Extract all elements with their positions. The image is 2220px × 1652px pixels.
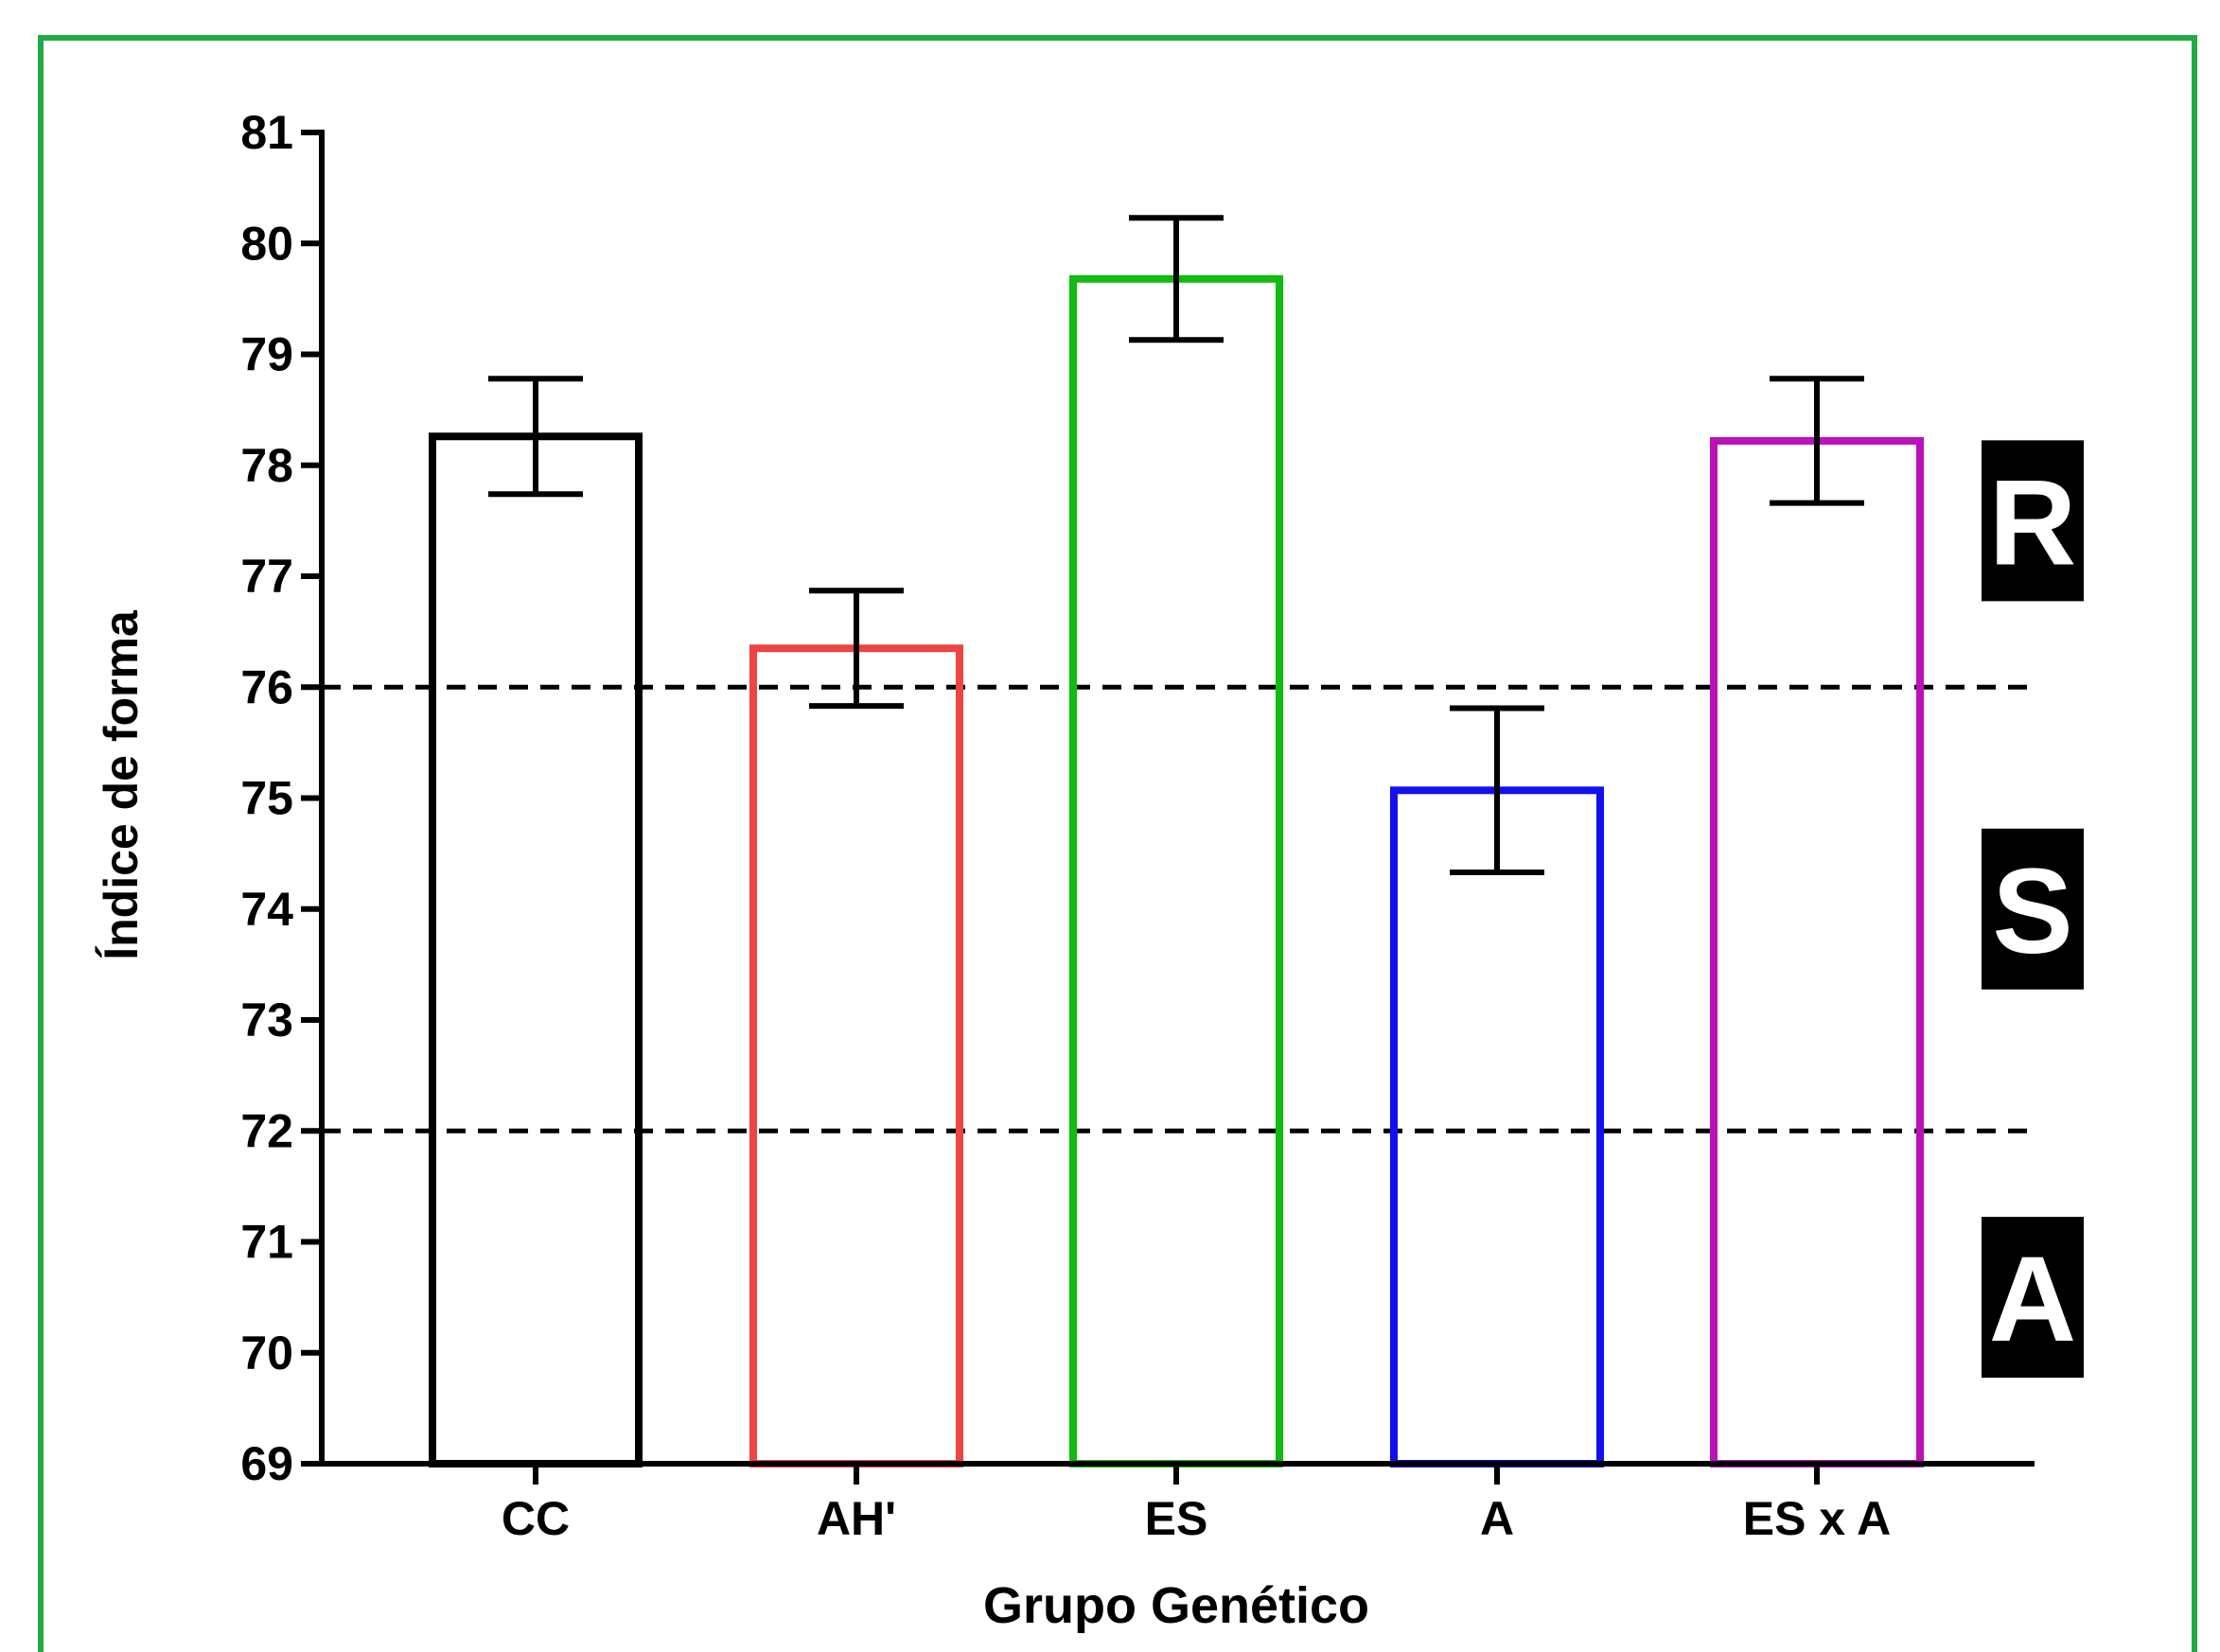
y-tick-label: 70 — [240, 1327, 293, 1380]
zone-label: A — [1982, 1217, 2084, 1379]
y-tick-label: 73 — [240, 993, 293, 1046]
y-tick-label: 77 — [240, 550, 293, 603]
y-axis-label: Índice de forma — [95, 609, 148, 960]
zone-label: S — [1982, 828, 2084, 990]
y-tick-label: 80 — [240, 217, 293, 270]
y-tick-label: 81 — [240, 106, 293, 159]
error-bars — [488, 215, 1864, 876]
y-tick-label: 76 — [240, 660, 293, 713]
y-tick-label: 74 — [240, 883, 293, 936]
x-tick-label: CC — [502, 1492, 570, 1545]
y-tick-label: 79 — [240, 328, 293, 381]
x-tick-label: A — [1480, 1492, 1514, 1545]
zone-labels: R S A — [1982, 440, 2084, 1379]
zone-label-text: S — [1992, 844, 2072, 979]
zone-label: R — [1982, 440, 2084, 602]
y-tick-label: 71 — [240, 1216, 293, 1269]
y-tick-label: 72 — [240, 1104, 293, 1157]
zone-label-box — [1982, 1217, 2084, 1379]
zone-label-text: R — [1989, 455, 2076, 590]
zone-label-text: A — [1989, 1232, 2076, 1367]
y-tick-label: 75 — [240, 772, 293, 825]
y-ticks: 69 70 71 72 73 74 75 76 77 78 79 80 81 — [240, 106, 322, 1490]
x-ticks: CC AH' ES A ES x A — [502, 1464, 1891, 1545]
x-tick-label: ES — [1145, 1492, 1208, 1545]
x-axis-label: Grupo Genético — [983, 1577, 1369, 1634]
x-tick-label: AH' — [817, 1492, 896, 1545]
y-tick-label: 78 — [240, 439, 293, 492]
chart-frame — [38, 35, 2197, 1652]
zone-label-box — [1982, 828, 2084, 990]
x-tick-label: ES x A — [1743, 1492, 1892, 1545]
zone-label-box — [1982, 440, 2084, 602]
reference-lines — [322, 684, 2035, 1134]
y-tick-label: 69 — [240, 1437, 293, 1490]
